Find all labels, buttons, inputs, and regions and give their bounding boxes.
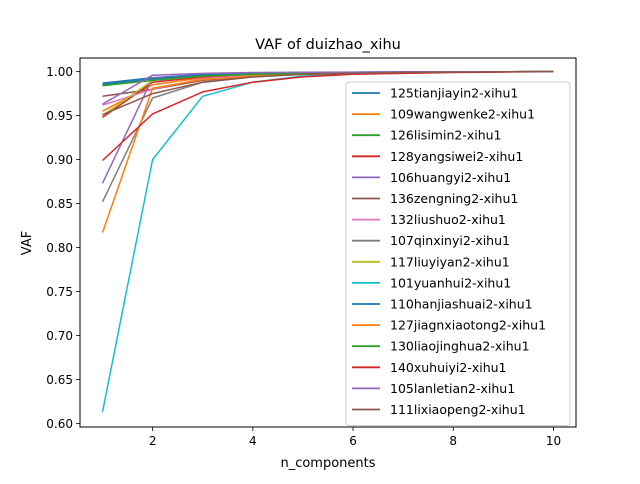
legend-entry: 126lisimin2-xihu1 — [390, 128, 502, 143]
y-tick-label: 0.90 — [46, 153, 73, 167]
y-tick-label: 0.80 — [46, 241, 73, 255]
legend-entry: 101yuanhui2-xihu1 — [390, 275, 511, 290]
legend-entry: 127jiagnxiaotong2-xihu1 — [390, 318, 546, 333]
plot-frame — [79, 57, 577, 428]
legend-entry: 125tianjiayin2-xihu1 — [390, 86, 518, 101]
plot-lines — [101, 70, 554, 413]
legend-entry: 111lixiaopeng2-xihu1 — [390, 402, 526, 417]
x-tick-label: 10 — [546, 434, 561, 448]
legend-entry: 132liushuo2-xihu1 — [390, 212, 506, 227]
y-tick-label: 0.95 — [46, 109, 73, 123]
axis-ticks: 2 4 6 8 10 0.60 0.65 0.70 0.75 0.80 0.85 0.90 0.95 1.… — [46, 65, 561, 448]
x-tick-label: 2 — [149, 434, 157, 448]
x-axis-label: n_components — [280, 456, 375, 471]
legend-entry: 107qinxinyi2-xihu1 — [390, 233, 510, 248]
legend-entry: 109wangwenke2-xihu1 — [390, 107, 535, 122]
legend-entry: 105lanletian2-xihu1 — [390, 381, 515, 396]
y-tick-label: 0.85 — [46, 197, 73, 211]
legend-entry: 136zengning2-xihu1 — [390, 191, 518, 206]
y-axis-label: VAF — [20, 231, 35, 255]
chart-title: VAF of duizhao_xihu — [255, 37, 401, 53]
legend-entry: 128yangsiwei2-xihu1 — [390, 149, 523, 164]
legend-box — [345, 81, 571, 427]
x-tick-label: 8 — [449, 434, 457, 448]
y-tick-label: 0.75 — [46, 285, 73, 299]
x-tick-label: 6 — [349, 434, 357, 448]
y-tick-label: 0.60 — [46, 417, 73, 431]
series-line-111lixiaopeng2-xihu1 — [102, 70, 554, 116]
x-tick-label: 4 — [249, 434, 257, 448]
y-tick-label: 1.00 — [46, 65, 73, 79]
legend-entry: 110hanjiashuai2-xihu1 — [390, 297, 533, 312]
legend: 125tianjiayin2-xihu1 109wangwenke2-xihu1 1… — [345, 81, 571, 427]
y-tick-label: 0.65 — [46, 373, 73, 387]
legend-entry: 140xuhuiyi2-xihu1 — [390, 360, 507, 375]
y-tick-label: 0.70 — [46, 329, 73, 343]
legend-entry: 106huangyi2-xihu1 — [390, 170, 511, 185]
legend-entry: 117liuyiyan2-xihu1 — [390, 254, 510, 269]
legend-entry: 130liaojinghua2-xihu1 — [390, 339, 530, 354]
